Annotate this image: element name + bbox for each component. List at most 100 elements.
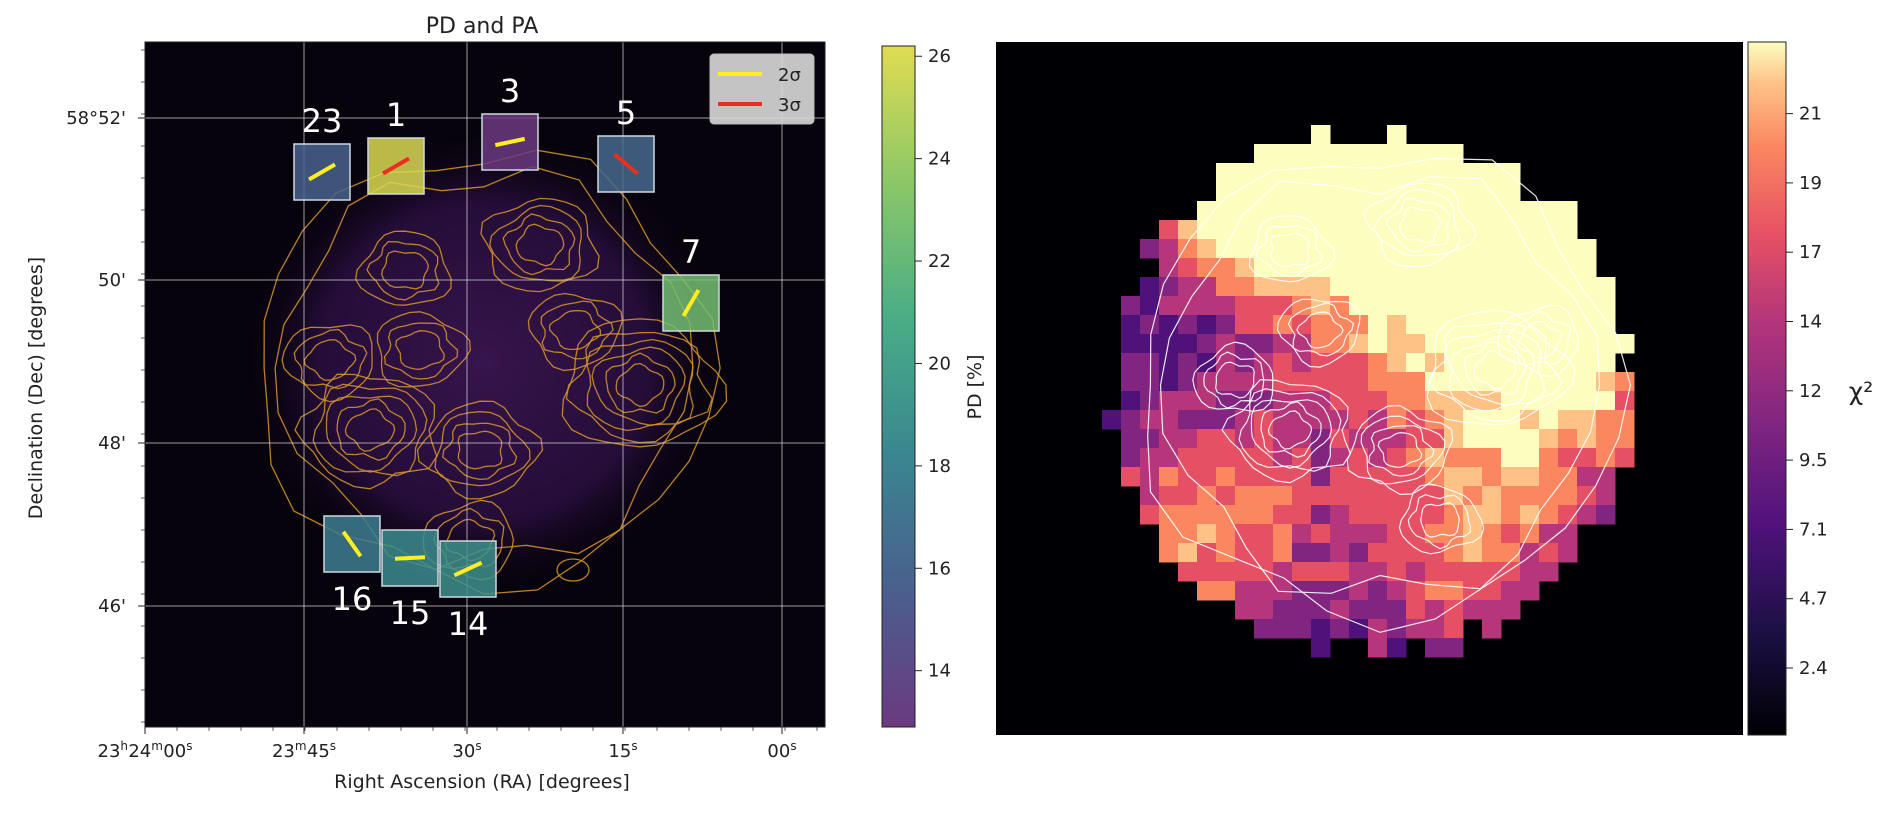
chi2-pixel [1254,353,1274,373]
chi2-pixel [1596,505,1616,525]
contour-line [1147,157,1632,633]
chi2-pixel [1444,334,1464,354]
chi2-pixel [1368,182,1388,202]
chi2-pixel [1425,619,1445,639]
contour-line [1360,415,1446,485]
chi2-pixel [1140,239,1160,259]
chi2-pixel [1501,182,1521,202]
chi2-pixel [1178,562,1198,582]
chi2-pixel [1444,581,1464,601]
chi2-pixel [1197,315,1217,335]
chi2-pixel [1197,258,1217,278]
chi2-colorbar-tick-label: 14 [1799,312,1822,333]
chi2-pixel [1387,429,1407,449]
chi2-pixel [1178,372,1198,392]
contour-line [1248,215,1336,283]
chi2-pixel [1330,486,1350,506]
chi2-colorbar-tick-label: 17 [1799,242,1822,263]
chi2-pixel [1406,619,1426,639]
contour-line [1420,502,1460,538]
chi2-pixel [1292,296,1312,316]
chi2-pixel [1368,391,1388,411]
chi2-pixel [1178,296,1198,316]
chi2-pixel [1311,600,1331,620]
chi2-pixel [1501,258,1521,278]
chi2-pixel [1387,448,1407,468]
contour-line [1463,340,1527,396]
chi2-pixel [1577,315,1597,335]
chi2-pixel [1558,467,1578,487]
chi2-pixel [1387,239,1407,259]
chi2-pixel [1254,600,1274,620]
chi2-pixel [1216,372,1236,392]
chi2-pixel [1349,296,1369,316]
chi2-pixel [1444,524,1464,544]
chi2-pixel [1254,315,1274,335]
chi2-pixel [1520,353,1540,373]
contour-line [457,430,503,470]
chi2-pixel [1482,600,1502,620]
region-boxes [293,113,720,598]
chi2-pixel [1482,391,1502,411]
chi2-pixel [1387,410,1407,430]
chi2-pixel [1520,239,1540,259]
region-label-14: 14 [448,605,489,643]
chi2-pixel [1406,220,1426,240]
chi2-pixel [1197,391,1217,411]
chi2-pixel [1330,258,1350,278]
chi2-pixel [1292,448,1312,468]
chi2-pixel [1596,296,1616,316]
chi2-pixel [1159,391,1179,411]
polarization-vector-23 [308,162,336,182]
chi2-pixel [1197,543,1217,563]
chi2-pixel [1482,201,1502,221]
contour-line [548,309,602,351]
contour-line [1444,328,1546,412]
chi2-pixel [1596,448,1616,468]
chi2-pixel [1615,391,1635,411]
chi2-pixel [1330,277,1350,297]
chi2-pixel [1254,239,1274,259]
chi2-pixel [1330,353,1350,373]
chi2-pixel [1368,353,1388,373]
y-tick-label: 46' [98,596,126,617]
contour-line [1192,341,1274,412]
chi2-pixel [1577,239,1597,259]
chi2-pixel [1235,182,1255,202]
chi2-pixel [1311,353,1331,373]
chi2-pixel [1387,600,1407,620]
chi2-pixel [1444,296,1464,316]
contour-line [395,330,445,370]
chi2-pixel [1368,600,1388,620]
polarization-vector-14 [453,560,483,578]
chi2-pixel [1558,277,1578,297]
contour-line [605,352,676,414]
chi2-pixel [1349,410,1369,430]
chi2-pixel [1539,448,1559,468]
chi2-pixel [1482,277,1502,297]
chi2-pixel [1387,581,1407,601]
contour-line [1407,494,1472,550]
contour-line [1267,410,1313,450]
chi2-pixel [1463,201,1483,221]
chi2-pixel [1368,410,1388,430]
chi2-pixel [1406,315,1426,335]
chi2-pixel [1444,258,1464,278]
chi2-pixel [1444,163,1464,183]
chi2-colorbar-tick-label: 9.5 [1799,450,1828,471]
chi2-pixel [1539,467,1559,487]
chi2-pixel [1235,543,1255,563]
chi2-pixel [1292,144,1312,164]
chi2-pixel [1292,524,1312,544]
chi2-pixel [1273,182,1293,202]
x-ticks: 23h 24m 00s 23m 45s 30s 15s 00s [98,727,818,762]
contour-line [312,383,428,477]
chi2-pixel [1178,543,1198,563]
chi2-pixel [1216,334,1236,354]
chi2-pixel [1406,334,1426,354]
y-tick-label: 58°52' [66,108,126,129]
chi2-pixel [1406,562,1426,582]
chi2-pixel [1349,486,1369,506]
contour-line [442,422,518,481]
contour-line [1363,182,1477,268]
